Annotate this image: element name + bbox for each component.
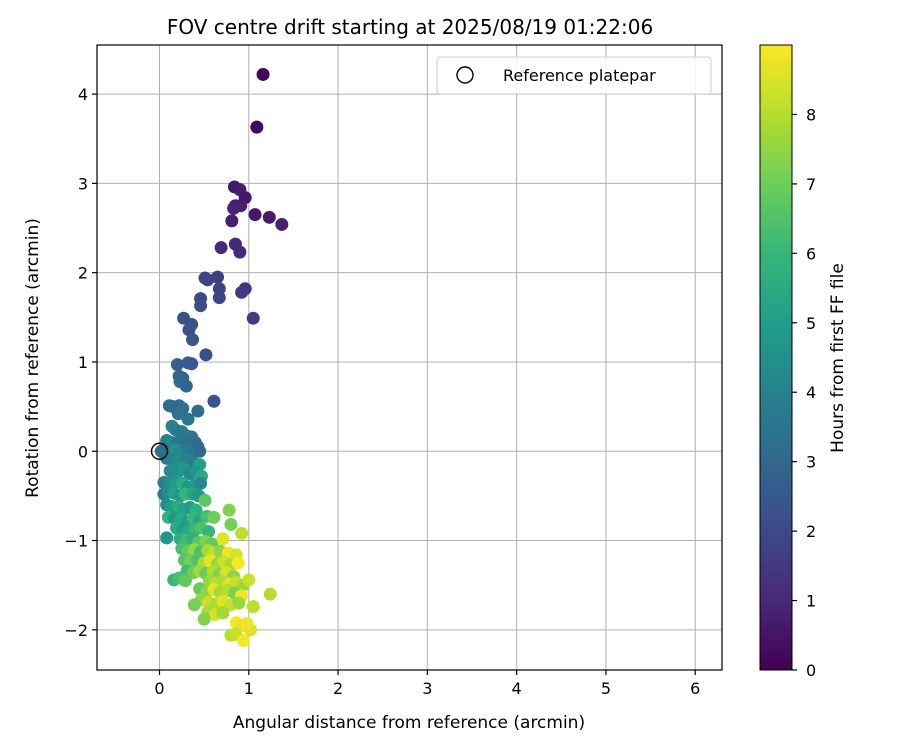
y-tick-label: −1: [64, 532, 88, 551]
scatter-point: [187, 598, 201, 612]
colorbar-tick-label: 6: [806, 244, 816, 263]
scatter-point: [256, 67, 270, 81]
scatter-point: [207, 394, 221, 408]
x-tick-label: 3: [422, 679, 432, 698]
scatter-point: [231, 556, 245, 570]
scatter-point: [185, 357, 199, 371]
colorbar-tick-label: 2: [806, 522, 816, 541]
scatter-point: [236, 634, 250, 648]
scatter-point: [235, 285, 249, 299]
y-tick-label: 1: [78, 353, 88, 372]
scatter-point: [179, 379, 193, 393]
scatter-point: [186, 333, 200, 347]
scatter-point: [235, 526, 249, 540]
x-tick-label: 4: [512, 679, 522, 698]
x-tick-label: 2: [333, 679, 343, 698]
x-axis-label: Angular distance from reference (arcmin): [233, 713, 585, 733]
chart-title: FOV centre drift starting at 2025/08/19 …: [167, 15, 653, 39]
scatter-point: [211, 270, 225, 284]
scatter-point: [275, 217, 289, 231]
scatter-point: [212, 282, 226, 296]
scatter-point: [194, 299, 208, 313]
colorbar-tick-label: 8: [806, 105, 816, 124]
scatter-point: [170, 358, 184, 372]
legend: Reference platepar: [436, 56, 712, 95]
scatter-point: [246, 311, 260, 325]
scatter-point: [202, 525, 216, 539]
x-tick-label: 6: [690, 679, 700, 698]
y-tick-label: −2: [64, 621, 88, 640]
colorbar-tick-label: 0: [806, 661, 816, 680]
scatter-point: [171, 407, 185, 421]
colorbar-tick-label: 4: [806, 383, 816, 402]
scatter-point: [263, 587, 277, 601]
legend-label-reference: Reference platepar: [503, 66, 656, 85]
scatter-point: [201, 273, 215, 287]
colorbar: [759, 44, 793, 671]
scatter-point: [194, 476, 208, 490]
scatter-point: [242, 573, 256, 587]
scatter-point: [193, 444, 207, 458]
scatter-point: [232, 596, 246, 610]
legend-box: [436, 56, 712, 95]
y-axis-ticks: −2 −1 0 1 2 3 4: [64, 85, 97, 640]
scatter-point: [224, 517, 238, 531]
scatter-point: [225, 214, 239, 228]
colorbar-ticks: 0 1 2 3 4 5 6 7 8: [792, 105, 816, 680]
scatter-points: [154, 67, 289, 648]
scatter-point: [262, 210, 276, 224]
x-tick-label: 0: [154, 679, 164, 698]
scatter-point: [240, 617, 254, 631]
scatter-point: [197, 612, 211, 626]
x-tick-label: 1: [244, 679, 254, 698]
scatter-point: [160, 531, 174, 545]
x-axis-ticks: 0 1 2 3 4 5 6: [154, 670, 700, 698]
y-tick-label: 2: [78, 264, 88, 283]
plot-frame: [96, 44, 723, 671]
scatter-point: [198, 493, 212, 507]
y-tick-label: 3: [78, 174, 88, 193]
scatter-point: [227, 201, 241, 215]
colorbar-tick-label: 3: [806, 453, 816, 472]
scatter-point: [222, 503, 236, 517]
scatter-point: [181, 412, 195, 426]
colorbar-tick-label: 7: [806, 175, 816, 194]
y-tick-label: 4: [78, 85, 88, 104]
scatter-point: [216, 532, 230, 546]
scatter-point: [216, 606, 230, 620]
legend-marker-reference: [456, 66, 474, 84]
scatter-point: [207, 510, 221, 524]
scatter-point: [182, 323, 196, 337]
scatter-point: [154, 444, 168, 458]
scatter-point: [199, 348, 213, 362]
scatter-point: [214, 241, 228, 255]
y-axis-label: Rotation from reference (arcmin): [23, 218, 43, 498]
scatter-point: [178, 574, 192, 588]
colorbar-tick-label: 1: [806, 592, 816, 611]
y-tick-label: 0: [78, 442, 88, 461]
colorbar-tick-label: 5: [806, 314, 816, 333]
reference-marker: [150, 442, 169, 460]
x-tick-label: 5: [601, 679, 611, 698]
reference-point: [150, 442, 169, 460]
scatter-point: [246, 600, 260, 614]
scatter-point: [233, 245, 247, 259]
scatter-point: [250, 120, 264, 134]
scatter-point: [248, 208, 262, 222]
colorbar-label: Hours from first FF file: [828, 263, 848, 453]
scatter-point: [191, 404, 205, 418]
scatter-point: [212, 291, 226, 305]
